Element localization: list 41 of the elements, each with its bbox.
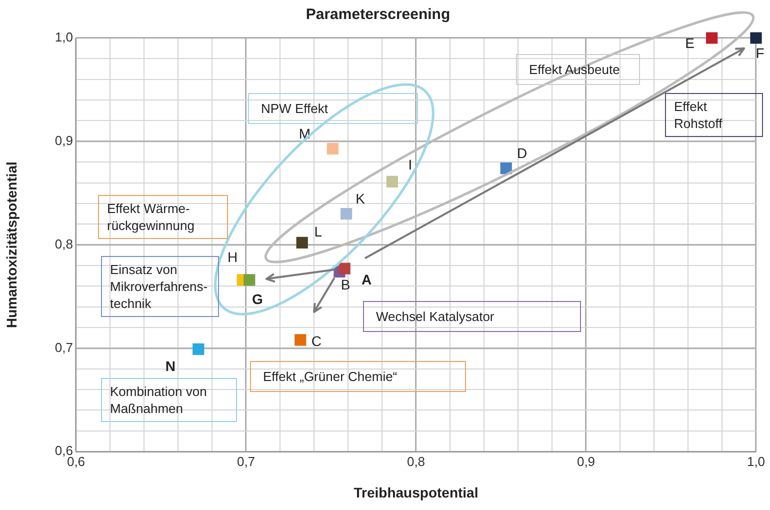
annotation: Effekt Wärme-rückgewinnung [98, 195, 228, 239]
annotation: Kombination von Maßnahmen [101, 378, 237, 422]
series-label: G [252, 290, 263, 307]
annotation: Wechsel Katalysator [363, 301, 581, 332]
x-axis-title: Treibhauspotential [354, 484, 478, 500]
point [338, 262, 350, 274]
point [340, 208, 352, 220]
x-tick-label: 0,9 [576, 454, 596, 469]
series-label: F [756, 44, 764, 61]
y-tick-label: 0,8 [54, 236, 73, 252]
x-tick-label: 1,0 [746, 454, 766, 469]
series-label: E [685, 34, 694, 51]
point [386, 176, 398, 188]
series-label: K [356, 190, 366, 207]
series-label: C [311, 332, 322, 349]
y-tick-label: 0,9 [54, 132, 73, 148]
point [296, 236, 308, 249]
chart-title: Parameterscreening [306, 6, 450, 24]
point [706, 32, 718, 44]
series-label: I [408, 156, 412, 173]
annotation: NPW Effekt [248, 93, 418, 124]
series-label: A [362, 271, 372, 288]
point [294, 334, 306, 346]
series-label: H [228, 248, 238, 265]
point [244, 274, 256, 286]
x-tick-label: 0,7 [236, 454, 256, 469]
point [750, 32, 762, 44]
annotation: Effekt Rohstoff [665, 93, 763, 137]
series-label: N [165, 358, 176, 374]
annotation: Effekt „Grüner Chemie“ [250, 361, 466, 392]
annotation: Einsatz von Mikroverfahrens-technik [101, 256, 219, 317]
series-label: D [517, 145, 528, 162]
y-axis-title: Humantoxizitätspotential [3, 162, 20, 328]
series-label: B [340, 276, 350, 293]
y-tick-label: 1,0 [54, 30, 73, 45]
point [192, 343, 204, 356]
x-tick-label: 0,8 [406, 454, 426, 469]
series-label: L [314, 224, 322, 240]
y-tick-label: 0,7 [54, 340, 73, 355]
annotation: Effekt Ausbeute [516, 54, 640, 85]
point [326, 142, 339, 154]
